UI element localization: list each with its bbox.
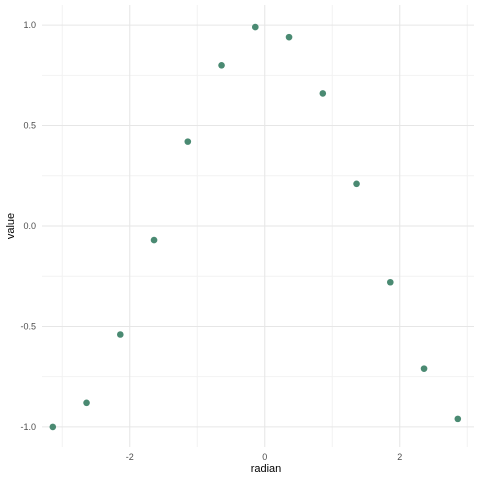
y-tick-label: -1.0 — [20, 422, 36, 432]
y-tick-label: 0.0 — [23, 221, 36, 231]
y-tick-label: -0.5 — [20, 321, 36, 331]
data-point — [285, 33, 293, 41]
data-point — [184, 138, 192, 145]
y-tick-labels: -1.0 -0.5 0.0 0.5 1.0 — [20, 20, 36, 432]
y-tick-label: 0.5 — [23, 121, 36, 131]
data-points — [49, 23, 462, 431]
data-point — [150, 236, 158, 244]
data-point — [353, 180, 360, 188]
y-tick-label: 1.0 — [23, 20, 36, 30]
x-tick-labels: -2 0 2 — [126, 452, 403, 462]
data-point — [49, 423, 57, 431]
data-point — [117, 331, 124, 338]
data-point — [252, 23, 259, 31]
data-point — [454, 415, 462, 423]
data-point — [420, 365, 428, 372]
x-tick-label: 2 — [397, 452, 402, 462]
data-point — [319, 90, 327, 97]
data-point — [387, 278, 394, 286]
y-axis-title: value — [5, 213, 17, 239]
data-point — [218, 61, 225, 69]
x-tick-label: -2 — [126, 452, 134, 462]
grid-major — [42, 5, 474, 447]
data-point — [83, 399, 90, 407]
x-axis-title: radian — [251, 463, 282, 475]
x-tick-label: 0 — [262, 452, 267, 462]
